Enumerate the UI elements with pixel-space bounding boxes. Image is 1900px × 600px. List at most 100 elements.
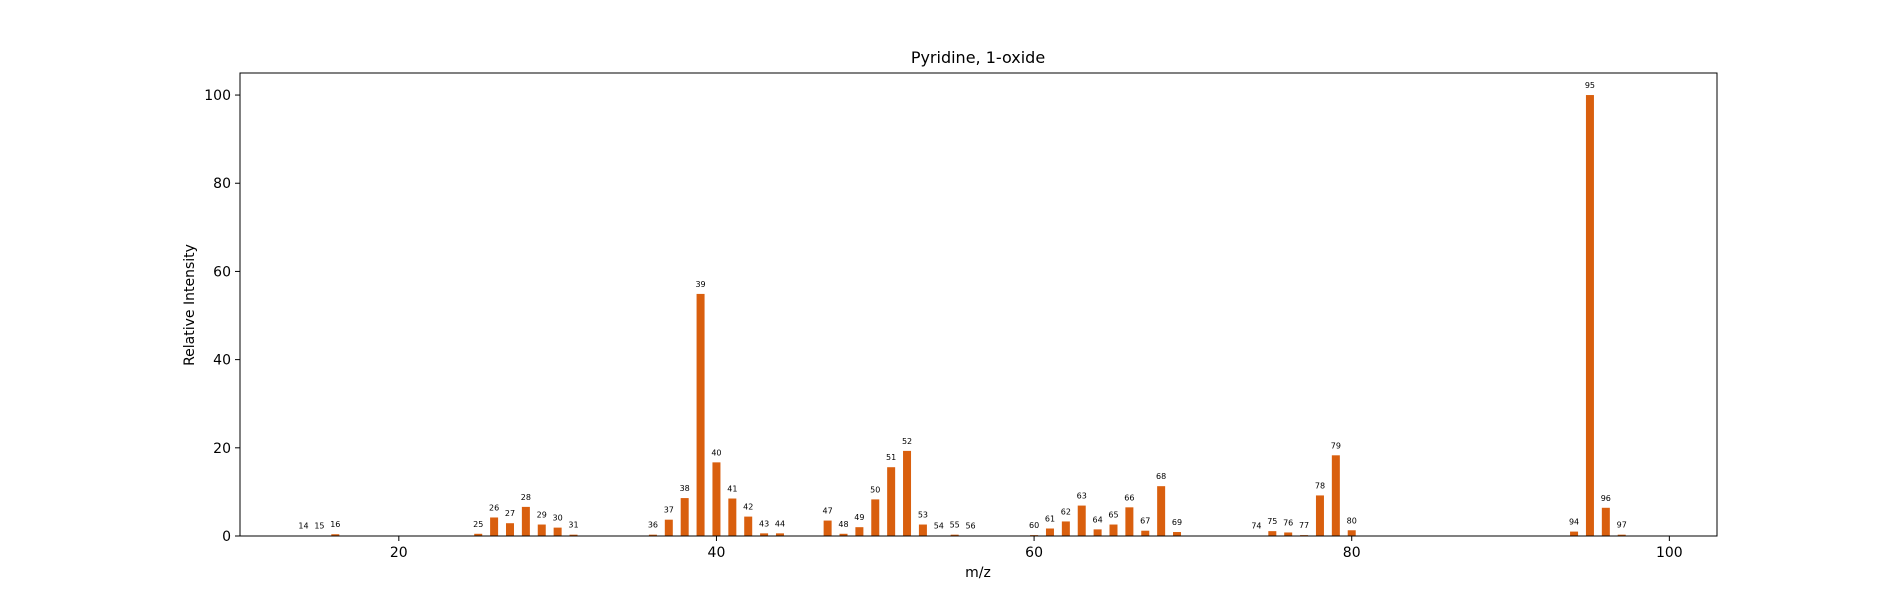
bar-mz-97 <box>1617 534 1626 536</box>
bar-mz-55 <box>950 534 959 536</box>
x-tick-label-40: 40 <box>708 545 726 561</box>
bar-label-mz-67: 67 <box>1140 517 1150 526</box>
bar-mz-66 <box>1125 507 1134 536</box>
bar-label-mz-74: 74 <box>1251 522 1261 531</box>
bar-mz-62 <box>1061 521 1070 536</box>
bar-mz-95 <box>1585 95 1594 537</box>
bar-mz-48 <box>839 533 848 536</box>
bar-label-mz-65: 65 <box>1108 511 1118 520</box>
bar-mz-40 <box>712 462 721 536</box>
x-tick-label-20: 20 <box>390 545 408 561</box>
bar-mz-43 <box>760 533 769 536</box>
y-tick-label-60: 60 <box>213 264 231 280</box>
bar-label-mz-69: 69 <box>1172 518 1182 527</box>
bar-label-mz-97: 97 <box>1617 521 1627 530</box>
bar-mz-49 <box>855 527 864 536</box>
bar-label-mz-40: 40 <box>711 448 721 457</box>
bar-label-mz-61: 61 <box>1045 515 1055 524</box>
y-tick-label-20: 20 <box>213 441 231 457</box>
bar-label-mz-36: 36 <box>648 521 658 530</box>
bar-mz-69 <box>1173 532 1182 536</box>
bar-label-mz-53: 53 <box>918 511 928 520</box>
bar-mz-67 <box>1141 530 1150 536</box>
bar-label-mz-54: 54 <box>934 522 944 531</box>
bar-label-mz-42: 42 <box>743 503 753 512</box>
x-tick-label-80: 80 <box>1343 545 1361 561</box>
bar-mz-47 <box>823 520 832 536</box>
y-axis: 0 20 40 60 80 100 <box>204 88 240 545</box>
bar-label-mz-50: 50 <box>870 485 880 494</box>
bar-label-mz-27: 27 <box>505 509 515 518</box>
bar-label-mz-38: 38 <box>680 484 690 493</box>
bar-label-mz-49: 49 <box>854 513 864 522</box>
bar-mz-31 <box>569 534 578 536</box>
bar-label-mz-26: 26 <box>489 503 499 512</box>
bar-mz-75 <box>1268 531 1277 536</box>
x-tick-label-60: 60 <box>1025 545 1043 561</box>
y-tick-label-100: 100 <box>204 88 231 104</box>
bar-mz-44 <box>775 533 784 536</box>
bar-label-mz-30: 30 <box>553 514 563 523</box>
bar-mz-53 <box>918 524 927 536</box>
bar-label-mz-63: 63 <box>1077 492 1087 501</box>
bar-mz-79 <box>1331 455 1340 536</box>
bars-group <box>299 95 1626 537</box>
bar-label-mz-56: 56 <box>965 522 975 531</box>
bar-label-mz-39: 39 <box>695 280 705 289</box>
bar-label-mz-80: 80 <box>1347 516 1357 525</box>
bar-label-mz-29: 29 <box>537 511 547 520</box>
y-tick-label-40: 40 <box>213 353 231 369</box>
bar-mz-96 <box>1601 507 1610 536</box>
bar-mz-42 <box>744 516 753 536</box>
bar-label-mz-79: 79 <box>1331 441 1341 450</box>
bar-label-mz-96: 96 <box>1601 494 1611 503</box>
y-tick-label-80: 80 <box>213 176 231 192</box>
chart-title: Pyridine, 1-oxide <box>911 48 1045 67</box>
bar-mz-30 <box>553 527 562 536</box>
bar-label-mz-60: 60 <box>1029 521 1039 530</box>
bar-mz-16 <box>331 534 340 536</box>
bar-label-mz-48: 48 <box>838 520 848 529</box>
bar-label-mz-37: 37 <box>664 506 674 515</box>
bar-label-mz-31: 31 <box>568 521 578 530</box>
bar-mz-29 <box>537 524 546 536</box>
bar-label-mz-16: 16 <box>330 520 340 529</box>
bar-mz-51 <box>887 467 896 536</box>
bar-mz-27 <box>505 523 514 536</box>
bar-mz-37 <box>664 519 673 536</box>
bar-mz-38 <box>680 498 689 536</box>
bar-label-mz-44: 44 <box>775 519 785 528</box>
bar-mz-50 <box>871 499 880 536</box>
bar-mz-76 <box>1284 532 1293 536</box>
bar-mz-68 <box>1157 486 1166 536</box>
x-axis-label: m/z <box>965 565 991 581</box>
bar-label-mz-43: 43 <box>759 519 769 528</box>
bar-mz-41 <box>728 498 737 536</box>
bar-mz-36 <box>648 534 657 536</box>
bar-label-mz-55: 55 <box>950 521 960 530</box>
x-tick-label-100: 100 <box>1656 545 1683 561</box>
bar-mz-78 <box>1315 495 1324 536</box>
x-axis: 20 40 60 80 100 <box>390 536 1683 561</box>
y-axis-label: Relative Intensity <box>182 244 198 366</box>
bar-label-mz-28: 28 <box>521 493 531 502</box>
bar-label-mz-94: 94 <box>1569 518 1579 527</box>
bar-label-mz-64: 64 <box>1093 515 1103 524</box>
bar-mz-63 <box>1077 505 1086 536</box>
bar-label-mz-76: 76 <box>1283 518 1293 527</box>
bar-label-mz-47: 47 <box>823 507 833 516</box>
plot-frame <box>239 72 1718 537</box>
bar-labels-group: 14 15 16 25 26 27 28 29 30 31 36 37 38 39 40 41 42 43 44 47… <box>298 81 1626 531</box>
bar-mz-39 <box>696 293 705 536</box>
bar-mz-61 <box>1045 528 1054 536</box>
bar-mz-28 <box>521 506 530 536</box>
bar-label-mz-75: 75 <box>1267 517 1277 526</box>
bar-label-mz-62: 62 <box>1061 507 1071 516</box>
bar-label-mz-77: 77 <box>1299 521 1309 530</box>
bar-label-mz-25: 25 <box>473 520 483 529</box>
bar-mz-65 <box>1109 524 1118 536</box>
bar-label-mz-68: 68 <box>1156 472 1166 481</box>
bar-label-mz-52: 52 <box>902 437 912 446</box>
bar-mz-52 <box>903 450 912 536</box>
